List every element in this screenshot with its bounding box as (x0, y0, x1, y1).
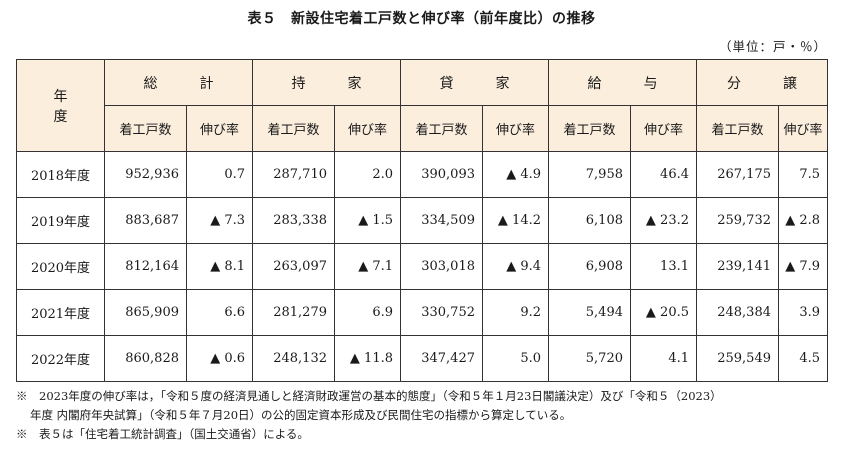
unit-label: （単位：戸・％） (718, 39, 827, 54)
growth-cell: ▲ 7.9 (778, 243, 828, 290)
growth-cell: ▲ 2.8 (778, 197, 828, 244)
starts-cell: 334,509 (400, 197, 483, 244)
starts-cell: 7,958 (548, 151, 631, 198)
growth-cell: ▲ 14.2 (482, 197, 549, 244)
group-header-owner: 持 家 (252, 59, 401, 106)
table-row: 2020年度 812,164 ▲ 8.1 263,097 ▲ 7.1 303,0… (16, 243, 828, 290)
growth-cell: ▲ 23.2 (630, 197, 697, 244)
footnote-line-3: ※ 表５は「住宅着工統計調査」（国土交通省）による。 (16, 427, 309, 441)
starts-cell: 883,687 (104, 197, 187, 244)
group-header-company: 給 与 (548, 59, 697, 106)
growth-cell: 0.7 (186, 151, 253, 198)
table-row: 2021年度 865,909 6.6 281,279 6.9 330,752 9… (16, 289, 828, 336)
sub-header-starts: 着工戸数 (696, 105, 779, 152)
sub-header-growth: 伸び率 (778, 105, 828, 152)
sub-header-starts: 着工戸数 (400, 105, 483, 152)
housing-starts-table: 年 度 総 計 持 家 貸 家 給 与 分 譲 着工戸数 伸び率 着工戸数 伸び… (16, 59, 828, 382)
starts-cell: 390,093 (400, 151, 483, 198)
starts-cell: 347,427 (400, 335, 483, 382)
table-row: 2018年度 952,936 0.7 287,710 2.0 390,093 ▲… (16, 151, 828, 198)
starts-cell: 812,164 (104, 243, 187, 290)
year-cell: 2019年度 (16, 197, 105, 244)
year-cell: 2018年度 (16, 151, 105, 198)
growth-cell: ▲ 9.4 (482, 243, 549, 290)
sub-header-row: 着工戸数 伸び率 着工戸数 伸び率 着工戸数 伸び率 着工戸数 伸び率 着工戸数… (17, 105, 828, 152)
growth-cell: 6.6 (186, 289, 253, 336)
growth-cell: ▲ 0.6 (186, 335, 253, 382)
footnote-line-1: ※ 2023年度の伸び率は，「令和５度の経済見通しと経済財政運営の基本的態度」（… (16, 389, 722, 403)
starts-cell: 281,279 (252, 289, 335, 336)
starts-cell: 5,720 (548, 335, 631, 382)
sub-header-growth: 伸び率 (482, 105, 549, 152)
starts-cell: 239,141 (696, 243, 779, 290)
starts-cell: 6,908 (548, 243, 631, 290)
growth-cell: 5.0 (482, 335, 549, 382)
starts-cell: 283,338 (252, 197, 335, 244)
starts-cell: 6,108 (548, 197, 631, 244)
table-row: 2022年度 860,828 ▲ 0.6 248,132 ▲ 11.8 347,… (16, 335, 828, 382)
starts-cell: 865,909 (104, 289, 187, 336)
group-header-row: 年 度 総 計 持 家 貸 家 給 与 分 譲 (16, 59, 828, 152)
growth-cell: 2.0 (334, 151, 401, 198)
growth-cell: 9.2 (482, 289, 549, 336)
sub-header-starts: 着工戸数 (104, 105, 187, 152)
growth-cell: ▲ 1.5 (334, 197, 401, 244)
starts-cell: 860,828 (104, 335, 187, 382)
growth-cell: ▲ 8.1 (186, 243, 253, 290)
starts-cell: 303,018 (400, 243, 483, 290)
growth-cell: 6.9 (334, 289, 401, 336)
year-cell: 2020年度 (16, 243, 105, 290)
sub-header-growth: 伸び率 (186, 105, 253, 152)
sub-header-growth: 伸び率 (630, 105, 697, 152)
growth-cell: 46.4 (630, 151, 697, 198)
table-row: 2019年度 883,687 ▲ 7.3 283,338 ▲ 1.5 334,5… (16, 197, 828, 244)
growth-cell: 3.9 (778, 289, 828, 336)
year-cell: 2021年度 (16, 289, 105, 336)
growth-cell: 4.1 (630, 335, 697, 382)
group-header-total: 総 計 (104, 59, 253, 106)
group-header-rental: 貸 家 (400, 59, 549, 106)
starts-cell: 267,175 (696, 151, 779, 198)
starts-cell: 263,097 (252, 243, 335, 290)
footnotes: ※ 2023年度の伸び率は，「令和５度の経済見通しと経済財政運営の基本的態度」（… (16, 387, 831, 444)
table-title: 表５ 新設住宅着工戸数と伸び率（前年度比）の推移 (247, 11, 596, 27)
growth-cell: ▲ 7.1 (334, 243, 401, 290)
starts-cell: 259,549 (696, 335, 779, 382)
growth-cell: 13.1 (630, 243, 697, 290)
sub-header-growth: 伸び率 (334, 105, 401, 152)
starts-cell: 952,936 (104, 151, 187, 198)
growth-cell: 4.5 (778, 335, 828, 382)
sub-header-starts: 着工戸数 (548, 105, 631, 152)
year-cell: 2022年度 (16, 335, 105, 382)
footnote-line-2: 年度 内閣府年央試算」（令和５年７月20日）の公的固定資本形成及び民間住宅の指標… (30, 408, 572, 422)
starts-cell: 287,710 (252, 151, 335, 198)
starts-cell: 259,732 (696, 197, 779, 244)
starts-cell: 5,494 (548, 289, 631, 336)
starts-cell: 330,752 (400, 289, 483, 336)
starts-cell: 248,384 (696, 289, 779, 336)
starts-cell: 248,132 (252, 335, 335, 382)
growth-cell: ▲ 4.9 (482, 151, 549, 198)
growth-cell: ▲ 7.3 (186, 197, 253, 244)
growth-cell: ▲ 11.8 (334, 335, 401, 382)
growth-cell: ▲ 20.5 (630, 289, 697, 336)
year-column-header: 年 度 (16, 59, 105, 152)
sub-header-starts: 着工戸数 (252, 105, 335, 152)
group-header-sale: 分 譲 (696, 59, 828, 106)
growth-cell: 7.5 (778, 151, 828, 198)
